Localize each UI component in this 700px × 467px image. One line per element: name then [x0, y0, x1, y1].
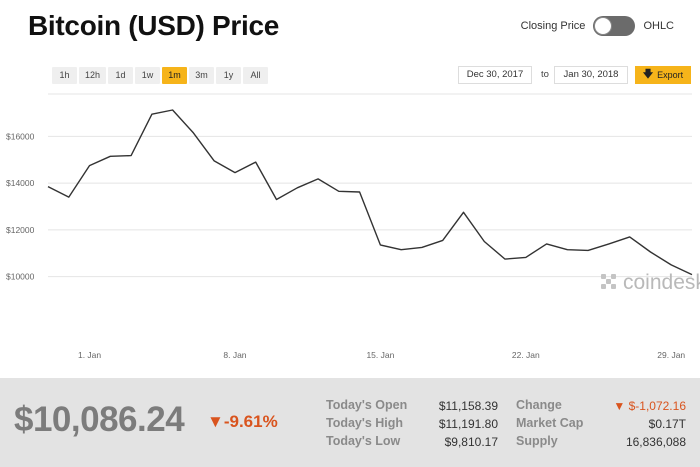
range-button-1m[interactable]: 1m	[162, 67, 188, 84]
date-to-input[interactable]: Jan 30, 2018	[554, 66, 628, 84]
range-button-12h[interactable]: 12h	[79, 67, 107, 84]
chart-grid	[48, 93, 692, 278]
change-percent: ▼-9.61%	[207, 412, 278, 432]
price-line-series	[47, 109, 693, 276]
y-tick-label: $10000	[6, 272, 35, 282]
x-tick-label: 1. Jan	[78, 350, 101, 360]
down-triangle-icon: ▼	[613, 399, 629, 413]
stat-label-high: Today's High	[326, 416, 404, 430]
current-price: $10,086.24	[14, 400, 185, 439]
page-title: Bitcoin (USD) Price	[28, 10, 280, 41]
range-button-3m[interactable]: 3m	[189, 67, 215, 84]
download-arrow-icon: 🡇	[642, 69, 654, 80]
stat-value-open: $11,158.39	[438, 399, 498, 413]
x-tick-label: 29. Jan	[657, 350, 685, 360]
export-button[interactable]: 🡇 Export	[635, 66, 691, 84]
stat-label-supply: Supply	[516, 434, 558, 448]
x-tick-label: 15. Jan	[366, 350, 394, 360]
summary-panel: $10,086.24 ▼-9.61% Today's Open Today's …	[0, 378, 700, 467]
stat-value-market-cap: $0.17T	[648, 417, 686, 431]
toggle-label-closing-price[interactable]: Closing Price	[520, 20, 586, 32]
x-tick-label: 22. Jan	[512, 350, 540, 360]
date-from-input[interactable]: Dec 30, 2017	[458, 66, 532, 84]
date-to-label: to	[541, 69, 549, 80]
range-button-1d[interactable]: 1d	[108, 67, 134, 84]
y-axis-ticks: $10000 $12000 $14000 $16000	[6, 131, 35, 281]
range-button-all[interactable]: All	[243, 67, 269, 84]
stat-value-change-text: $-1,072.16	[628, 399, 686, 413]
stat-value-high: $11,191.80	[438, 417, 498, 431]
toggle-switch[interactable]	[593, 16, 636, 36]
x-axis-ticks: 1. Jan 8. Jan 15. Jan 22. Jan 29. Jan	[78, 350, 685, 360]
stat-label-change: Change	[516, 398, 562, 412]
y-tick-label: $14000	[6, 178, 35, 188]
price-mode-toggle[interactable]: Closing Price OHLC	[521, 16, 674, 36]
stat-value-low: $9,810.17	[444, 435, 498, 449]
down-triangle-icon: ▼	[207, 412, 224, 431]
x-tick-label: 8. Jan	[223, 350, 246, 360]
stat-value-supply: 16,836,088	[625, 435, 686, 449]
range-button-1y[interactable]: 1y	[216, 67, 242, 84]
toggle-knob[interactable]	[594, 17, 613, 35]
stat-label-open: Today's Open	[326, 398, 408, 412]
range-button-1w[interactable]: 1w	[135, 67, 161, 84]
watermark-text: coindesk	[623, 271, 700, 294]
coindesk-logo-icon	[601, 274, 616, 289]
range-selector: 1h 12h 1d 1w 1m 3m 1y All	[52, 67, 269, 84]
price-chart[interactable]: $10000 $12000 $14000 $16000 1. Jan 8. Jan 15.…	[0, 90, 700, 375]
change-percent-value: -9.61%	[223, 412, 278, 431]
y-tick-label: $16000	[6, 131, 35, 141]
stat-label-market-cap: Market Cap	[516, 416, 584, 430]
stat-value-change: ▼ $-1,072.16	[613, 399, 686, 413]
toggle-label-ohlc[interactable]: OHLC	[643, 20, 674, 32]
range-button-1h[interactable]: 1h	[52, 67, 77, 84]
stat-label-low: Today's Low	[326, 434, 401, 448]
coindesk-watermark: coindesk	[601, 271, 700, 294]
y-tick-label: $12000	[6, 225, 35, 235]
export-label: Export	[657, 70, 684, 80]
